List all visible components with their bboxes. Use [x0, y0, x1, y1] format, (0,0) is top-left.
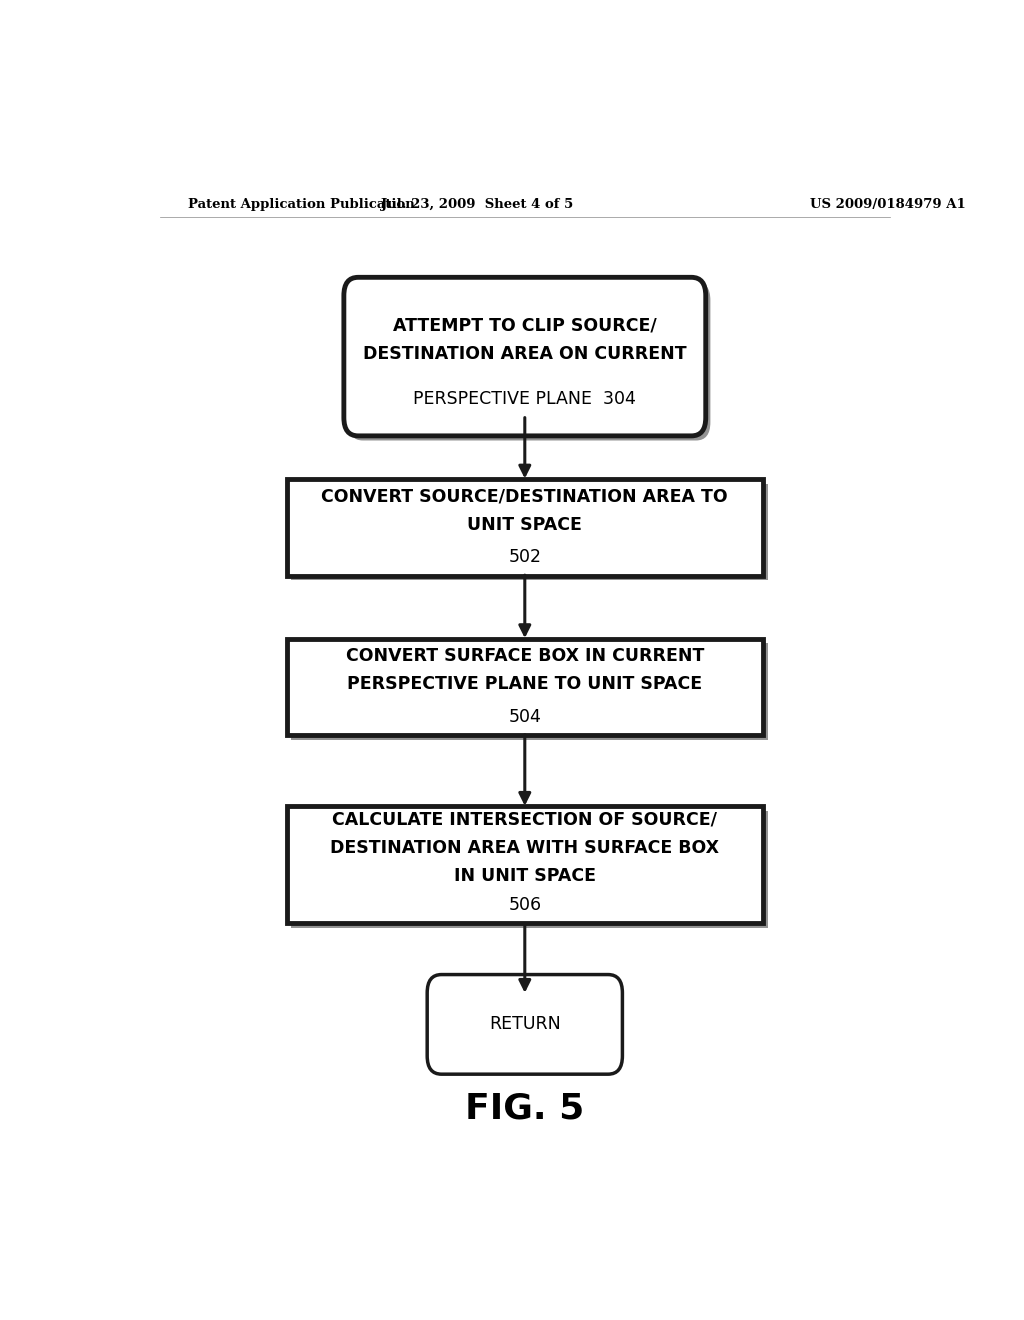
Text: FIG. 5: FIG. 5	[465, 1092, 585, 1126]
Bar	[292, 483, 768, 581]
Bar	[287, 807, 763, 923]
Bar	[287, 639, 763, 735]
Text: CALCULATE INTERSECTION OF SOURCE/: CALCULATE INTERSECTION OF SOURCE/	[333, 810, 717, 829]
Text: Patent Application Publication: Patent Application Publication	[187, 198, 415, 211]
Text: IN UNIT SPACE: IN UNIT SPACE	[454, 867, 596, 886]
Text: CONVERT SOURCE/DESTINATION AREA TO: CONVERT SOURCE/DESTINATION AREA TO	[322, 487, 728, 506]
Text: DESTINATION AREA ON CURRENT: DESTINATION AREA ON CURRENT	[362, 345, 687, 363]
Text: Jul. 23, 2009  Sheet 4 of 5: Jul. 23, 2009 Sheet 4 of 5	[381, 198, 573, 211]
Bar	[292, 810, 768, 928]
Text: UNIT SPACE: UNIT SPACE	[467, 516, 583, 533]
FancyBboxPatch shape	[427, 974, 623, 1074]
Bar	[292, 643, 768, 739]
Bar	[287, 479, 763, 576]
FancyBboxPatch shape	[344, 277, 706, 436]
Text: PERSPECTIVE PLANE  304: PERSPECTIVE PLANE 304	[414, 391, 636, 408]
Text: 506: 506	[508, 896, 542, 913]
Text: RETURN: RETURN	[488, 1015, 561, 1034]
FancyBboxPatch shape	[348, 282, 711, 441]
Text: 504: 504	[508, 708, 542, 726]
Text: US 2009/0184979 A1: US 2009/0184979 A1	[811, 198, 967, 211]
Text: PERSPECTIVE PLANE TO UNIT SPACE: PERSPECTIVE PLANE TO UNIT SPACE	[347, 676, 702, 693]
Text: 502: 502	[508, 548, 542, 566]
Text: DESTINATION AREA WITH SURFACE BOX: DESTINATION AREA WITH SURFACE BOX	[331, 840, 719, 857]
Text: ATTEMPT TO CLIP SOURCE/: ATTEMPT TO CLIP SOURCE/	[393, 317, 656, 334]
Text: CONVERT SURFACE BOX IN CURRENT: CONVERT SURFACE BOX IN CURRENT	[346, 647, 703, 665]
